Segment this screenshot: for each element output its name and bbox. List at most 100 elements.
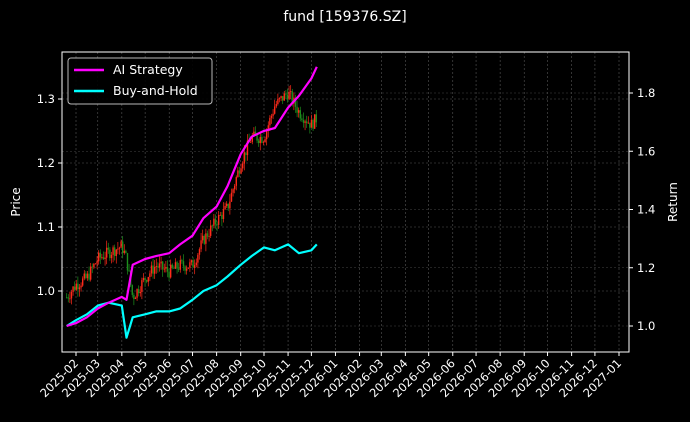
candle-body [81,278,84,286]
candle-body [289,91,292,93]
candle-body [299,110,301,119]
candle-body [219,214,221,216]
candle-body [88,273,90,280]
candle-body [227,203,229,209]
candle-body [99,252,101,258]
candle-body [286,94,289,100]
candle-body [233,185,236,190]
candle-body [246,140,249,156]
candle-body [168,271,170,278]
candle-body [185,268,188,271]
candle-body [152,265,154,274]
candle-body [309,122,311,128]
candle-body [261,136,263,143]
candle-body [235,177,237,186]
candle-body [149,273,151,278]
plot-frame [61,51,630,353]
candle-body [297,110,300,113]
candle-body [112,247,114,255]
candle-body [150,265,153,274]
candle-body [72,286,74,292]
candle-body [161,261,164,270]
candle-body [93,263,95,268]
candle-body [169,264,172,278]
candle-body [153,266,156,274]
candle-body [97,252,100,262]
candle-body [310,119,313,128]
candle-body [259,136,261,144]
candle-body [245,152,247,156]
legend-label-ai-strategy: AI Strategy [113,62,183,77]
candle-body [121,241,124,253]
candle-body [312,119,314,129]
candle-body [285,93,287,95]
candle-body [86,273,89,279]
candle-body [141,280,143,292]
candle-body [134,297,137,300]
candle-body [174,262,177,269]
candle-body [136,289,138,298]
y-tick-label-left: 1.1 [37,220,55,234]
candle-body [91,266,93,268]
candle-body [137,289,140,294]
candle-body [75,283,77,290]
candle-body [144,277,146,281]
candle-body [294,97,297,107]
candle-body [120,241,122,248]
candle-body [205,233,207,244]
candle-body [280,96,282,99]
candle-body [171,264,173,268]
candle-body [163,268,165,270]
candle-body [201,235,204,241]
candle-body [305,121,308,124]
candle-body [160,261,162,264]
candle-body [238,170,241,174]
candle-body [214,218,217,225]
candle-body [182,261,185,267]
candle-body [73,286,76,290]
candle-body [315,114,317,123]
candle-body [224,205,226,210]
candle-body [240,168,242,174]
candle-body [253,131,255,136]
candle-body [77,283,79,290]
chart-title: fund [159376.SZ] [283,9,407,25]
candle-body [251,135,253,142]
legend: AI Strategy Buy-and-Hold [67,57,213,105]
candle-body [225,203,228,206]
candle-body [296,106,298,113]
candle-body [301,118,303,121]
candle-body [237,170,239,178]
candle-body [291,91,293,104]
candle-body [165,266,167,269]
candle-body [83,273,85,279]
candle-body [70,291,73,299]
candle-body [281,96,284,101]
candle-body [211,225,213,227]
candle-body [184,266,186,271]
candle-body [125,250,127,254]
candle-body [104,257,106,260]
candle-body [257,140,260,144]
candle-body [206,233,209,237]
candle-body [126,253,129,271]
candle-body [65,297,68,299]
candle-body [270,115,273,118]
candle-body [133,294,135,300]
candle-body [101,257,103,259]
candle-body [198,249,201,255]
candle-body [192,260,194,268]
candle-body [80,285,82,288]
y-tick-label-right: 1.2 [637,261,655,275]
candle-body [264,139,266,142]
x-axis: 2025-022025-032025-042025-052025-062025-… [37,352,624,400]
price-candlesticks [65,85,317,306]
candle-body [229,201,231,209]
y-tick-label-right: 1.8 [637,86,655,100]
candle-body [176,262,178,269]
candle-body [307,122,309,124]
candle-body [107,247,109,250]
candle-body [123,250,125,253]
candle-body [69,298,71,300]
